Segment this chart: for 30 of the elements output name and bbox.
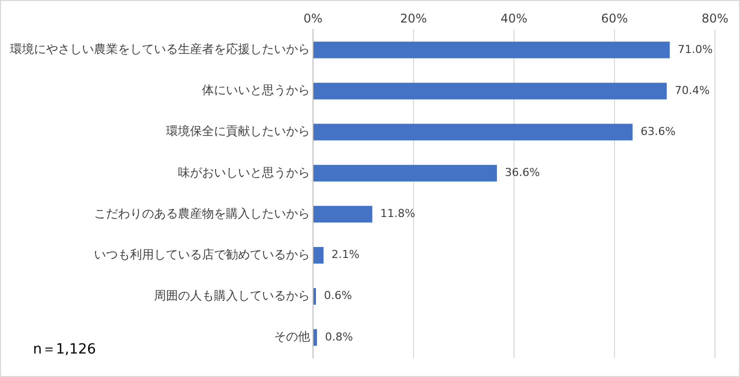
data-label: 36.6%: [504, 166, 540, 180]
bar: [314, 288, 316, 305]
y-tick-label: 体にいいと思うから: [202, 83, 310, 98]
x-tick-label: 0%: [303, 11, 323, 26]
y-tick-label: 周囲の人も購入しているから: [154, 288, 310, 303]
text: n＝1,126: [33, 342, 96, 358]
bar: [314, 164, 497, 182]
bar: [314, 246, 324, 264]
data-label: 70.4%: [674, 84, 710, 97]
bar: [314, 206, 372, 223]
x-tick-label: 60%: [601, 11, 628, 26]
data-label: 11.8%: [380, 207, 416, 220]
data-label: 0.8%: [325, 330, 353, 344]
x-tick-label: 20%: [400, 11, 427, 26]
y-tick-label: 味がおいしいと思うから: [178, 165, 310, 180]
y-tick-label: その他: [274, 330, 310, 344]
data-label: 63.6%: [640, 124, 676, 138]
y-tick-label: こだわりのある農産物を購入したいから: [94, 206, 310, 220]
y-tick-label: 環境保全に貢献したいから: [166, 124, 310, 138]
x-tick-label: 80%: [702, 11, 728, 26]
data-label: 0.6%: [324, 289, 352, 302]
bar: [314, 329, 318, 346]
data-label: 2.1%: [332, 248, 360, 262]
x-tick-label: 40%: [500, 11, 528, 26]
data-label: 71.0%: [678, 42, 713, 56]
y-tick-label: 環境にやさしい農業をしている生産者を応援したいから: [10, 42, 310, 56]
bar: [314, 124, 633, 140]
y-tick-label: いつも利用している店で勧めているから: [94, 247, 310, 262]
bar: [314, 82, 667, 100]
bar: [314, 42, 670, 58]
